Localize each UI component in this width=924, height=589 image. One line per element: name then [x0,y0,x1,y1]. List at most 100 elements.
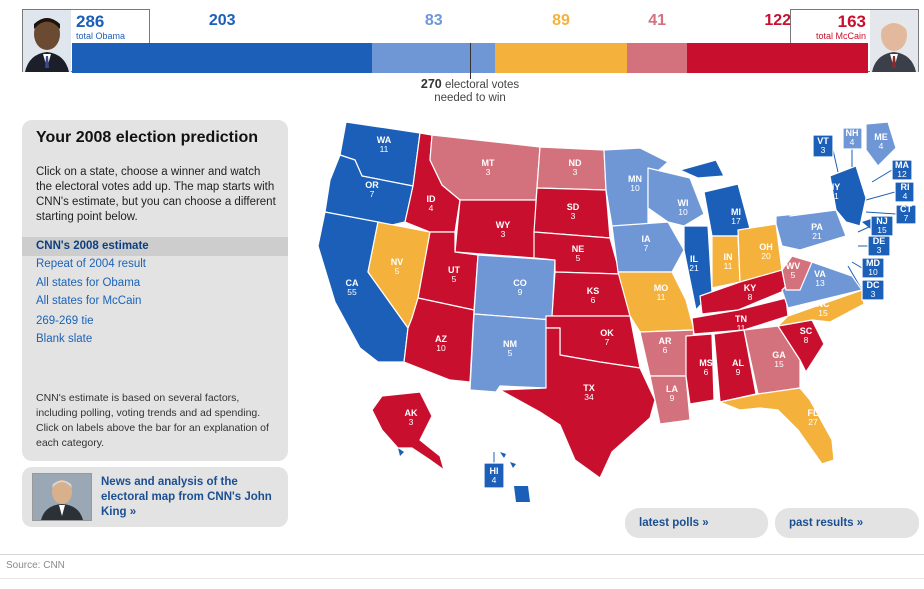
option-blank-slate[interactable]: Blank slate [36,333,93,345]
state-ev-tn: 11 [737,323,746,333]
state-label-hi: HI [490,466,499,476]
state-label-md: MD [866,258,880,268]
state-ev-nc: 15 [818,308,828,318]
state-label-ks: KS [587,286,600,296]
state-ms[interactable] [685,333,715,405]
state-ev-nd: 3 [573,167,578,177]
state-ev-ga: 15 [774,359,784,369]
state-tx[interactable] [499,327,656,479]
state-ev-ut: 5 [452,274,457,284]
state-label-sc: SC [800,326,813,336]
state-ev-ma: 12 [897,169,907,179]
footer-divider [0,554,924,555]
past-results-button[interactable]: past results » [775,508,919,538]
state-ak[interactable] [371,391,445,471]
state-ev-ky: 8 [748,292,753,302]
state-ga[interactable] [743,325,801,395]
panel-title: Your 2008 election prediction [36,129,258,146]
bar-count-lean-mccain[interactable]: 41 [648,12,667,29]
state-me[interactable] [865,121,897,167]
state-label-oh: OH [759,242,773,252]
option-repeat-2004[interactable]: Repeat of 2004 result [36,258,146,270]
state-ev-md: 10 [868,267,878,277]
news-link[interactable]: News and analysis of the electoral map f… [101,476,272,518]
state-label-mn: MN [628,174,642,184]
obama-total-label: total Obama [76,31,126,41]
state-label-tn: TN [735,314,747,324]
state-ev-la: 9 [670,393,675,403]
bar-segment-strong-mccain[interactable] [687,43,868,73]
leader-line [851,261,863,269]
latest-polls-button[interactable]: latest polls » [625,508,768,538]
state-label-ak: AK [405,408,418,418]
state-label-nm: NM [503,339,517,349]
bar-segment-lean-mccain[interactable] [626,43,688,73]
state-label-il: IL [690,254,699,264]
state-label-dc: DC [867,280,880,290]
state-nd[interactable] [536,146,607,191]
state-label-ia: IA [642,234,652,244]
mccain-portrait [870,10,918,72]
state-la[interactable] [649,375,691,425]
bar-segment-lean-obama[interactable] [372,43,496,73]
state-dc[interactable] [861,279,885,301]
state-label-ri: RI [901,182,910,192]
obama-total-box[interactable]: 286 total Obama [22,9,150,72]
state-ev-wv: 5 [791,270,796,280]
state-hi[interactable] [483,462,505,489]
state-ev-mo: 11 [657,292,666,302]
bar-segment-strong-obama[interactable] [72,43,373,73]
prediction-panel: Your 2008 election prediction Click on a… [22,120,288,461]
state-md[interactable] [861,257,885,279]
option-all-obama[interactable]: All states for Obama [36,277,141,289]
bar-segment-tossup[interactable] [495,43,627,73]
state-ev-ar: 6 [663,345,668,355]
state-label-ut: UT [448,265,460,275]
state-label-ga: GA [772,350,786,360]
option-tie[interactable]: 269-269 tie [36,315,94,327]
option-all-mccain[interactable]: All states for McCain [36,295,142,307]
state-fl[interactable] [719,387,835,465]
island-shape [398,448,404,456]
bar-count-lean-obama[interactable]: 83 [424,12,443,29]
news-analysis-box[interactable]: News and analysis of the electoral map f… [22,467,288,527]
state-nj[interactable] [870,215,894,237]
source-credit: Source: CNN [6,560,65,571]
state-ev-ct: 7 [904,213,909,223]
state-nh[interactable] [842,127,863,150]
state-ev-vt: 3 [821,145,826,155]
threshold-text-2: needed to win [434,92,506,104]
state-label-nj: NJ [876,216,888,226]
state-ma[interactable] [891,159,913,181]
state-ev-mn: 10 [630,183,640,193]
state-label-ma: MA [895,160,909,170]
state-ev-wi: 10 [678,207,688,217]
state-label-tx: TX [583,383,595,393]
state-ev-ok: 7 [605,337,610,347]
state-ev-nv: 5 [395,266,400,276]
state-ia[interactable] [611,221,685,273]
state-label-ky: KY [744,283,757,293]
state-wv[interactable] [781,255,813,291]
state-pa[interactable] [775,209,847,251]
bar-count-strong-obama[interactable]: 203 [208,12,236,29]
state-ri[interactable] [894,181,915,203]
bar-count-tossup[interactable]: 89 [552,12,570,29]
state-de[interactable] [867,235,891,257]
bar-count-strong-mccain[interactable]: 122 [764,12,792,29]
state-label-mt: MT [482,158,495,168]
state-ev-wy: 3 [501,229,506,239]
state-ny[interactable] [789,165,867,227]
state-label-ok: OK [600,328,614,338]
state-label-co: CO [513,278,527,288]
option-cnn-estimate[interactable]: CNN's 2008 estimate [22,237,288,256]
state-label-de: DE [873,236,886,246]
state-vt[interactable] [812,134,834,158]
mccain-total-box[interactable]: 163 total McCain [790,9,919,72]
mccain-total-label: total McCain [815,31,866,41]
state-label-mo: MO [654,283,669,293]
leader-line [832,149,839,173]
state-label-wv: WV [786,261,801,271]
state-ev-oh: 20 [761,251,771,261]
state-ct[interactable] [895,204,917,225]
